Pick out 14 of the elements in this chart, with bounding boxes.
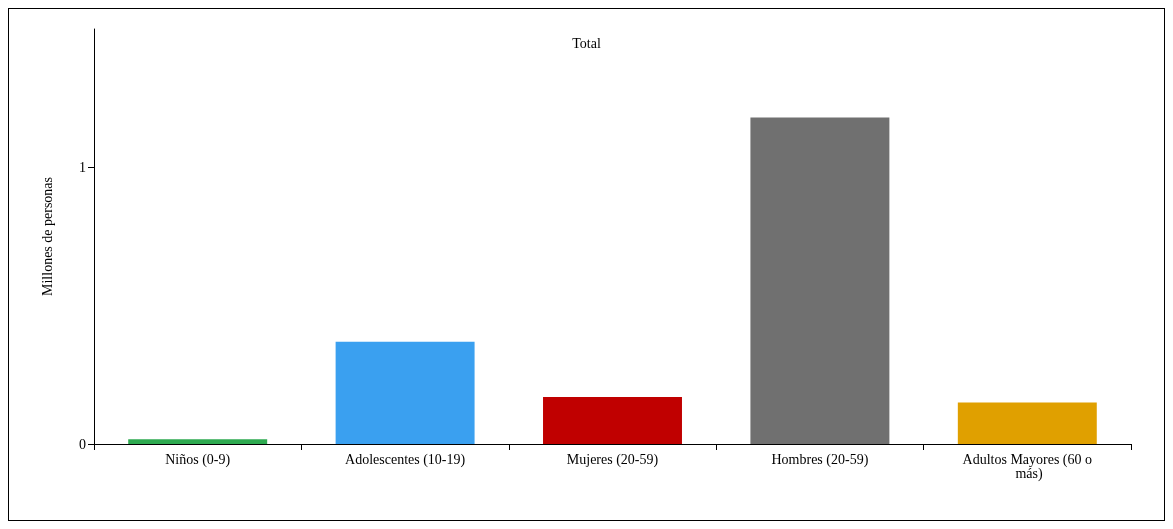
x-tick-label: Niños (0-9) <box>165 451 231 468</box>
y-axis-title: Millones de personas <box>39 177 55 296</box>
y-tick-label: 1 <box>79 159 86 175</box>
x-tick-label: Adolescentes (10-19) <box>345 451 466 468</box>
bar <box>335 341 475 444</box>
chart-title: Total <box>572 35 601 51</box>
bar <box>750 117 890 444</box>
bar <box>957 402 1097 444</box>
x-tick-label: Mujeres (20-59) <box>566 451 659 468</box>
bar <box>543 396 682 444</box>
x-tick-label: Adultos Mayores (60 o más) <box>962 451 1093 482</box>
y-tick-label: 0 <box>79 436 86 452</box>
bar <box>128 439 268 444</box>
x-tick-label: Hombres (20-59) <box>771 451 869 468</box>
